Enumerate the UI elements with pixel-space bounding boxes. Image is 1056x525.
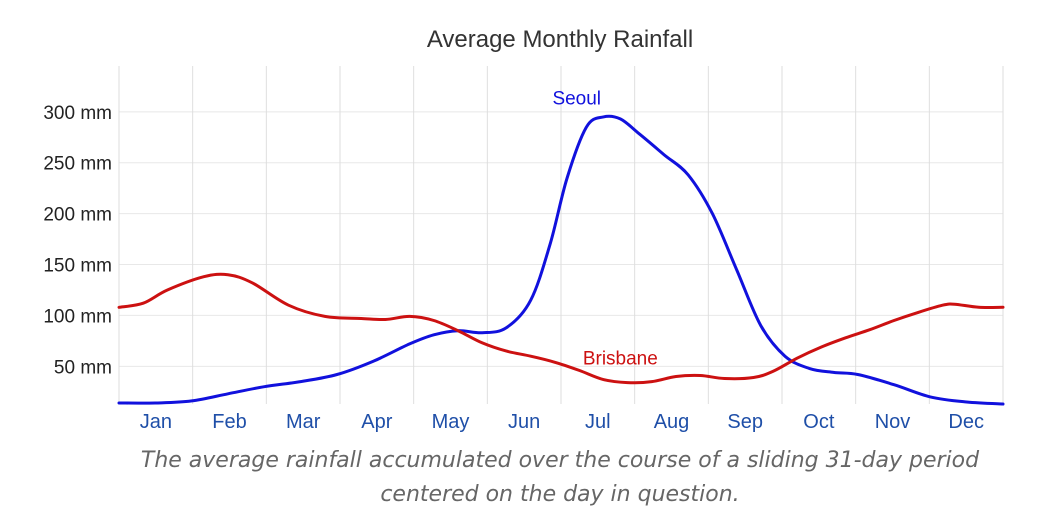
series-line-seoul [117,114,1005,406]
y-axis-ticks: 50 mm 100 mm 150 mm 200 mm 250 mm 300 mm [43,103,112,379]
x-tick-label-mar: Mar [286,411,321,433]
x-tick-label-jul: Jul [585,411,611,433]
x-tick-label-oct: Oct [803,411,835,433]
x-tick-label-jan: Jan [140,411,172,433]
x-tick-label-feb: Feb [212,411,246,433]
y-tick-label: 50 mm [54,357,112,378]
series-line-brisbane [117,272,1005,385]
y-tick-label: 100 mm [43,306,112,327]
x-tick-label-apr: Apr [361,411,392,433]
chart-caption: The average rainfall accumulated over th… [140,448,980,507]
series-labels: Seoul Brisbane [552,89,657,370]
chart-title: Average Monthly Rainfall [427,26,693,53]
rainfall-chart: Average Monthly Rainfall 50 mm 100 mm 150 … [43,26,1005,433]
x-tick-label-sep: Sep [727,411,763,433]
x-tick-label-nov: Nov [875,411,911,433]
y-tick-label: 150 mm [43,256,112,277]
y-tick-label: 250 mm [43,154,112,175]
series-lines [117,114,1005,406]
grid-lines [118,66,1004,404]
x-tick-label-jun: Jun [508,411,540,433]
series-label-brisbane: Brisbane [583,348,658,369]
x-axis-ticks: Jan Feb Mar Apr May Jun Jul Aug Sep Oct Nov Dec [140,411,984,433]
x-tick-label-aug: Aug [654,411,690,433]
series-label-seoul: Seoul [552,89,601,110]
y-tick-label: 300 mm [43,103,112,124]
y-tick-label: 200 mm [43,205,112,226]
x-tick-label-may: May [432,411,470,433]
x-tick-label-dec: Dec [948,411,984,433]
